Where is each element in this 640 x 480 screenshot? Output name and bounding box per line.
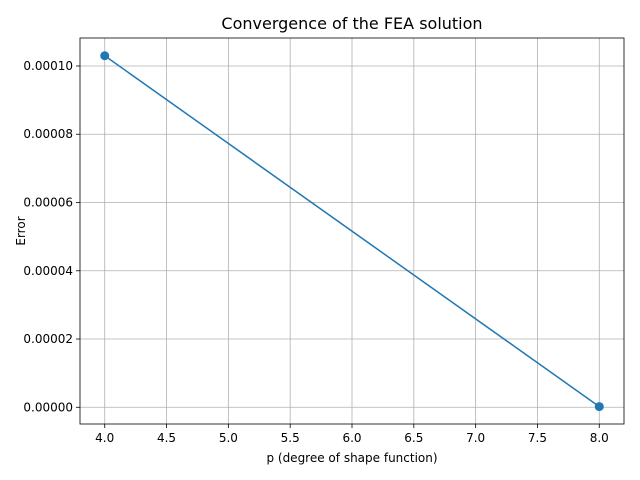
y-tick-label: 0.00006 <box>23 196 73 210</box>
x-tick-label: 6.5 <box>404 431 423 445</box>
x-tick-label: 4.0 <box>95 431 114 445</box>
y-tick-label: 0.00004 <box>23 264 73 278</box>
y-tick-label: 0.00010 <box>23 59 73 73</box>
x-axis-label: p (degree of shape function) <box>266 451 437 465</box>
x-tick-label: 6.0 <box>342 431 361 445</box>
series-line <box>104 55 600 408</box>
y-tick-label: 0.00000 <box>23 400 73 414</box>
axis-ticks: 4.0 4.5 5.0 5.5 6.0 6.5 7.0 7.5 8.0 0.00000 0.0000… <box>23 59 608 445</box>
x-tick-label: 8.0 <box>590 431 609 445</box>
x-tick-label: 7.5 <box>528 431 547 445</box>
x-tick-label: 4.5 <box>157 431 176 445</box>
x-tick-label: 7.0 <box>466 431 485 445</box>
chart-title: Convergence of the FEA solution <box>221 14 482 33</box>
plot-frame <box>79 37 625 425</box>
x-tick-label: 5.0 <box>219 431 238 445</box>
data-point <box>594 402 604 412</box>
series-layer <box>100 51 604 412</box>
data-point <box>100 51 110 61</box>
y-axis-label: Error <box>14 216 28 245</box>
x-tick-label: 5.5 <box>281 431 300 445</box>
y-tick-label: 0.00002 <box>23 332 73 346</box>
y-tick-label: 0.00008 <box>23 127 73 141</box>
